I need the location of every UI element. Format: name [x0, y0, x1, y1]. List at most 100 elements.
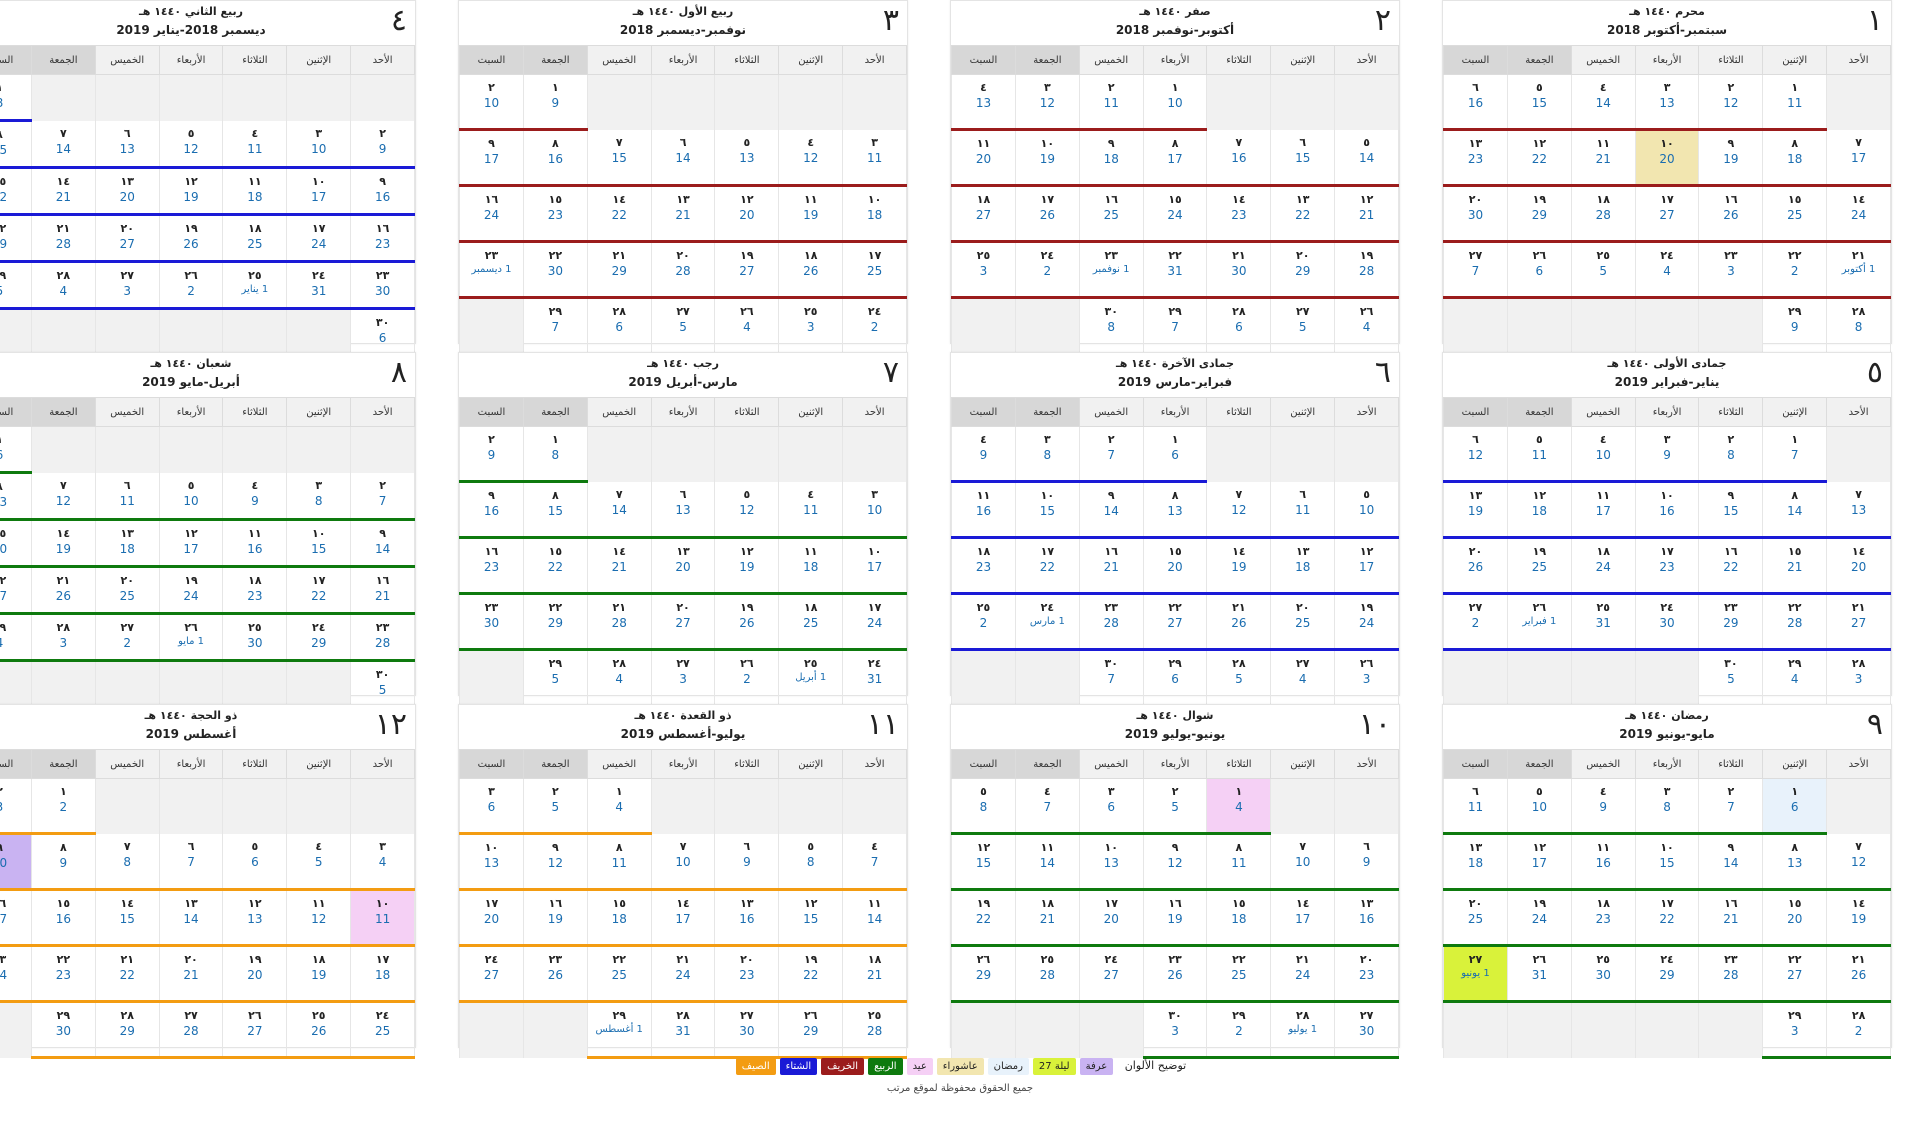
day-cell[interactable]: ٢٥ 28 [842, 1001, 907, 1059]
day-cell[interactable]: ٧ 10 [650, 833, 716, 891]
day-cell[interactable]: ٤ 11 [222, 120, 288, 169]
day-cell[interactable]: ١٧ 24 [842, 593, 907, 651]
day-cell[interactable]: ١٩ 24 [158, 566, 224, 615]
day-cell[interactable]: ٦ 11 [94, 472, 160, 521]
day-cell[interactable]: ١٨ 19 [286, 945, 352, 1003]
day-cell[interactable]: ١٠ 13 [459, 833, 524, 891]
day-cell[interactable]: ٢٥ 30 [222, 613, 288, 662]
day-cell[interactable]: ٢٩ 9 [1762, 297, 1828, 355]
day-cell[interactable]: ١٦17 [0, 889, 32, 947]
day-cell[interactable]: ٧ 12 [30, 472, 96, 521]
day-cell[interactable]: ١٢ 20 [714, 185, 780, 243]
day-cell[interactable]: ٧ 14 [30, 120, 96, 169]
day-cell[interactable]: ٤ 10 [1570, 426, 1636, 483]
day-cell[interactable]: ٩ 18 [1078, 129, 1144, 187]
day-cell[interactable]: ٢٨ 5 [1206, 649, 1272, 707]
day-cell[interactable]: ٦ 15 [1270, 129, 1336, 187]
day-cell[interactable]: ١٣ 20 [94, 167, 160, 216]
day-cell[interactable]: ٢٦ 6 [1506, 241, 1572, 299]
day-cell[interactable]: ١٢ 19 [714, 537, 780, 595]
day-cell[interactable]: ٢٣ 1 نوفمبر [1078, 241, 1144, 299]
day-cell[interactable]: ٢٣ 30 [459, 593, 524, 651]
day-cell[interactable]: ٧ 16 [1206, 129, 1272, 187]
day-cell[interactable]: ٢٩ 7 [1142, 297, 1208, 355]
day-cell[interactable]: ١٦ 21 [350, 566, 415, 615]
day-cell[interactable]: ١٧ 22 [286, 566, 352, 615]
day-cell[interactable]: ١٣ 14 [158, 889, 224, 947]
day-cell[interactable]: ١ 11 [1762, 74, 1828, 131]
day-cell[interactable]: ١٧ 25 [842, 241, 907, 299]
day-cell[interactable]: ١٦ 21 [1698, 889, 1764, 947]
day-cell[interactable]: ٢٧ 3 [650, 649, 716, 707]
day-cell[interactable]: ١١ 16 [1570, 833, 1636, 891]
day-cell[interactable]: ٥ 14 [1334, 129, 1399, 187]
day-cell[interactable]: ٩ 14 [1078, 481, 1144, 539]
day-cell[interactable]: ٢٣ 26 [522, 945, 588, 1003]
day-cell[interactable]: ١٧ 18 [350, 945, 415, 1003]
day-cell[interactable]: ١٨ 28 [1570, 185, 1636, 243]
day-cell[interactable]: ٣٠ 3 [1142, 1001, 1208, 1059]
day-cell[interactable]: ١٦ 21 [1078, 537, 1144, 595]
day-cell[interactable]: ٥ 10 [158, 472, 224, 521]
day-cell[interactable]: ٦ 12 [1443, 426, 1508, 483]
day-cell[interactable]: ١١ 18 [222, 167, 288, 216]
day-cell[interactable]: ٢٧ 28 [158, 1001, 224, 1059]
day-cell[interactable]: ١٠ 15 [286, 519, 352, 568]
day-cell[interactable]: ١٠ 20 [1634, 129, 1700, 187]
day-cell[interactable]: ١٦ 24 [459, 185, 524, 243]
day-cell[interactable]: ١٢ 22 [1506, 129, 1572, 187]
day-cell[interactable]: ٩ 12 [522, 833, 588, 891]
day-cell[interactable]: ٦ 14 [650, 129, 716, 187]
day-cell[interactable]: ٢٦ 4 [1334, 297, 1399, 355]
day-cell[interactable]: ٩ 16 [350, 167, 415, 216]
day-cell[interactable]: ٢٩4 [0, 613, 32, 662]
day-cell[interactable]: ٩ 12 [1142, 833, 1208, 891]
day-cell[interactable]: ١٨ 25 [778, 593, 844, 651]
day-cell[interactable]: ٤ 11 [778, 481, 844, 539]
day-cell[interactable]: ٨ 18 [1762, 129, 1828, 187]
day-cell[interactable]: ٦ 13 [650, 481, 716, 539]
day-cell[interactable]: ٢٦ 29 [778, 1001, 844, 1059]
day-cell[interactable]: ٢٠ 25 [1270, 593, 1336, 651]
day-cell[interactable]: ٢٣24 [0, 945, 32, 1003]
day-cell[interactable]: ٤ 13 [951, 74, 1016, 131]
day-cell[interactable]: ١٨ 23 [951, 537, 1016, 595]
day-cell[interactable]: ٤ 12 [778, 129, 844, 187]
day-cell[interactable]: ٢٠ 23 [714, 945, 780, 1003]
day-cell[interactable]: ٣٠ 7 [1078, 649, 1144, 707]
day-cell[interactable]: ٢٨ 6 [586, 297, 652, 355]
day-cell[interactable]: ١١ 16 [222, 519, 288, 568]
day-cell[interactable]: ٨ 11 [1206, 833, 1272, 891]
day-cell[interactable]: ٢٣ 29 [1698, 593, 1764, 651]
day-cell[interactable]: ٣٠ 6 [350, 308, 415, 357]
day-cell[interactable]: ٨ 17 [1142, 129, 1208, 187]
day-cell[interactable]: ٩ 14 [350, 519, 415, 568]
day-cell[interactable]: ٢٨ 6 [1206, 297, 1272, 355]
day-cell[interactable]: ٢٥ 31 [1570, 593, 1636, 651]
day-cell[interactable]: ٣ 10 [286, 120, 352, 169]
day-cell[interactable]: ١٠ 11 [350, 889, 415, 947]
day-cell[interactable]: ٢٨ 3 [1826, 649, 1891, 707]
day-cell[interactable]: ١٠ 16 [1634, 481, 1700, 539]
day-cell[interactable]: ٢٩ 30 [30, 1001, 96, 1059]
day-cell[interactable]: ٢ 11 [1078, 74, 1144, 131]
day-cell[interactable]: ٢٧ 4 [1270, 649, 1336, 707]
day-cell[interactable]: ١٥ 25 [1762, 185, 1828, 243]
